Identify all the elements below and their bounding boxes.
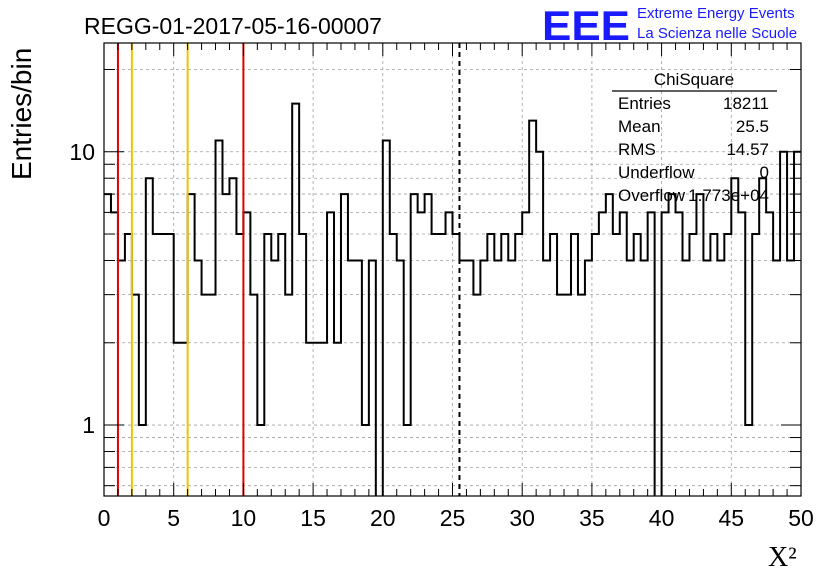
- stats-box: ChiSquare Entries 18211 Mean 25.5 RMS 14.57 Un…: [612, 70, 777, 205]
- grid: [104, 43, 801, 496]
- x-tick-label: 50: [788, 505, 814, 531]
- y-tick-label: 10: [69, 139, 95, 165]
- chart-title: REGG-01-2017-05-16-00007: [84, 13, 382, 39]
- plot-area: [104, 43, 801, 496]
- eee-logo: EEE Extreme Energy Events La Scienza nel…: [542, 2, 797, 49]
- y-tick-labels: 1 10: [69, 139, 95, 438]
- stats-value: 25.5: [736, 117, 769, 136]
- x-tick-label: 15: [300, 505, 326, 531]
- y-axis-label: Entries/bin: [6, 48, 37, 180]
- stats-value: 18211: [723, 94, 769, 113]
- marker-lines: [116, 43, 461, 496]
- eee-logo-mark: EEE: [542, 2, 630, 49]
- x-tick-label: 35: [579, 505, 605, 531]
- stats-label: Mean: [618, 117, 661, 136]
- x-tick-label: 25: [440, 505, 466, 531]
- stats-value: 1.773e+04: [688, 186, 769, 205]
- y-tick-label: 1: [82, 412, 95, 438]
- x-tick-labels: 0 5 10 15 20 25 30 35 40 45 50: [98, 505, 814, 531]
- histogram-line: [104, 102, 801, 496]
- x-tick-label: 45: [719, 505, 745, 531]
- stats-rows: Entries 18211 Mean 25.5 RMS 14.57 Underflow 0 Ov…: [618, 94, 769, 205]
- stats-value: 0: [760, 163, 769, 182]
- x-tick-label: 10: [231, 505, 257, 531]
- stats-title: ChiSquare: [654, 70, 734, 89]
- x-tick-label: 0: [98, 505, 111, 531]
- x-tick-label: 40: [649, 505, 675, 531]
- stats-value: 14.57: [726, 140, 769, 159]
- stats-label: Underflow: [618, 163, 695, 182]
- eee-logo-line2: La Scienza nelle Scuole: [637, 25, 797, 42]
- stats-label: Entries: [618, 94, 671, 113]
- x-tick-label: 5: [167, 505, 180, 531]
- stats-label: RMS: [618, 140, 656, 159]
- histogram: [104, 102, 801, 496]
- x-axis-label: X²: [768, 542, 797, 572]
- axis-ticks: [103, 43, 802, 496]
- eee-logo-line1: Extreme Energy Events: [637, 5, 795, 22]
- x-tick-label: 20: [370, 505, 396, 531]
- x-tick-label: 30: [509, 505, 535, 531]
- stats-label: Overflow: [618, 186, 686, 205]
